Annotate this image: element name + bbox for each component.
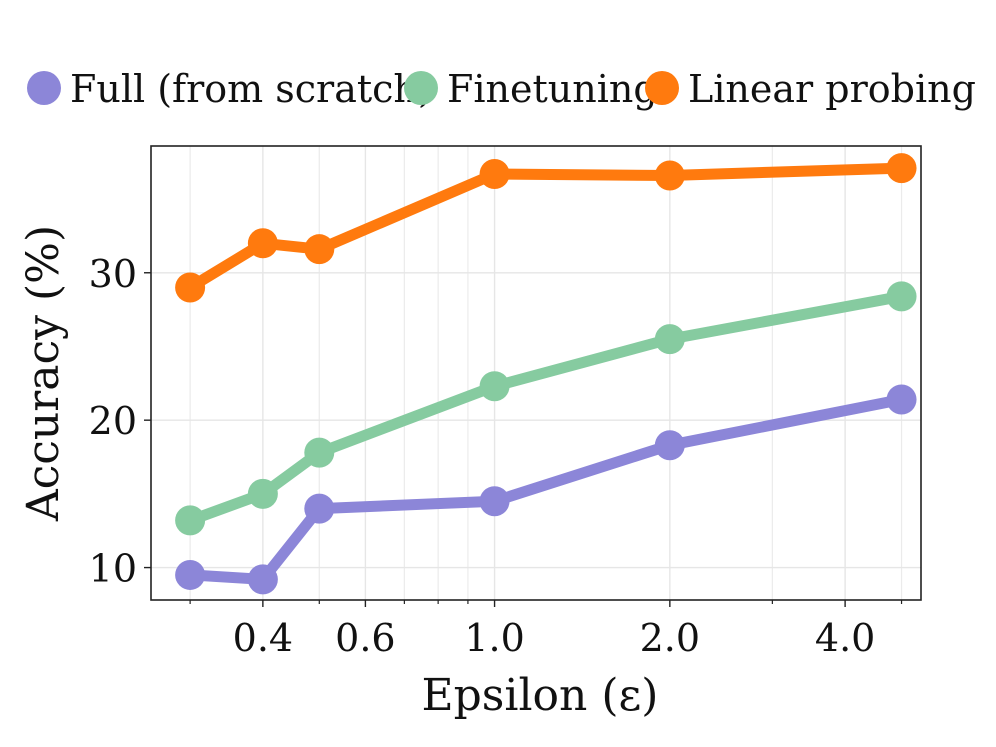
legend: Full (from scratch) Finetuning Linear prob… [27,67,976,111]
data-point [654,430,685,461]
data-point [479,486,510,517]
data-point [247,564,278,595]
x-tick-label: 1.0 [464,616,524,660]
y-axis-label: Accuracy (%) [18,225,69,522]
x-tick-label: 0.6 [335,616,395,660]
plot-frame [150,145,922,601]
x-tick-label: 2.0 [640,616,700,660]
data-point [479,159,510,190]
data-point [247,228,278,259]
data-point [886,384,917,415]
data-point [175,559,206,590]
legend-label: Finetuning [447,67,658,111]
y-tick-label: 10 [89,547,137,591]
legend-marker [645,71,679,105]
legend-label: Linear probing [688,67,976,111]
legend-marker [404,71,438,105]
legend-marker [27,71,61,105]
data-point [304,437,335,468]
legend-label: Full (from scratch) [70,67,433,111]
series-line [184,162,907,293]
data-point [654,160,685,191]
series-2 [175,153,917,303]
axis-ticks: 0.4 0.6 1.0 2.0 4.0 10 20 30 [89,252,876,660]
y-tick-label: 30 [89,252,137,296]
data-point [886,153,917,184]
data-point [479,371,510,402]
data-point [247,478,278,509]
data-point [654,324,685,355]
x-axis-label: Epsilon (ε) [422,670,659,721]
series-0 [175,384,917,595]
x-tick-label: 4.0 [815,616,875,660]
y-tick-label: 20 [89,399,137,443]
series-1 [175,281,917,536]
data-point [175,505,206,536]
series-line [184,394,907,585]
data-point [304,234,335,265]
data-point [175,272,206,303]
data-point [304,493,335,524]
x-tick-label: 0.4 [233,616,293,660]
data-point [886,281,917,312]
series-layer [175,153,917,595]
